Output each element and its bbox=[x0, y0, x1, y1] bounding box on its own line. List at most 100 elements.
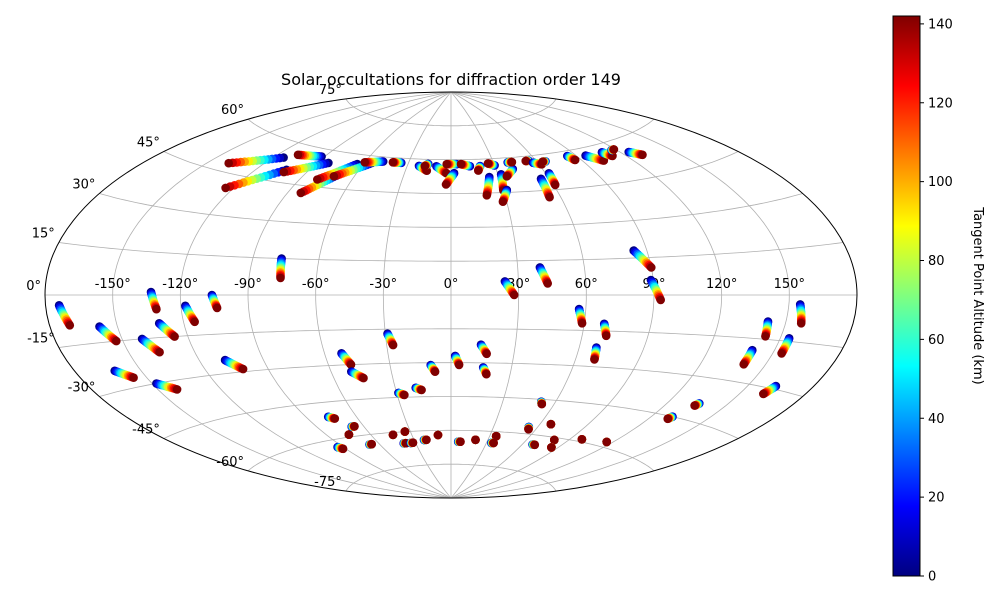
occultation-track bbox=[524, 422, 534, 434]
occultation-track bbox=[502, 164, 518, 181]
track-point bbox=[491, 431, 501, 441]
parallel-line bbox=[99, 362, 803, 397]
occultation-track bbox=[624, 147, 647, 160]
track-point bbox=[482, 191, 492, 200]
track-point bbox=[296, 188, 306, 198]
track-point bbox=[590, 355, 599, 364]
colorbar-tick-labels: 0 20 40 60 80 100 120 140 bbox=[928, 17, 953, 584]
lat-tick-label: 15° bbox=[32, 227, 55, 242]
occultation-track bbox=[544, 169, 560, 190]
track-point bbox=[599, 156, 609, 165]
track-point bbox=[543, 279, 552, 288]
colorbar-tick-label: 0 bbox=[928, 570, 936, 585]
track-point bbox=[420, 161, 430, 171]
occultation-track bbox=[482, 172, 494, 200]
occultation-track bbox=[646, 275, 665, 305]
track-point bbox=[367, 439, 377, 449]
lon-tick-label: -150° bbox=[95, 277, 131, 292]
track-point bbox=[507, 157, 517, 167]
occultation-track bbox=[279, 158, 333, 177]
occultation-track bbox=[181, 301, 199, 327]
parallel-line bbox=[99, 193, 803, 228]
track-point bbox=[796, 319, 806, 328]
occultation-track bbox=[491, 431, 501, 441]
track-point bbox=[238, 364, 248, 374]
colorbar-tick-label: 20 bbox=[928, 491, 945, 506]
track-point bbox=[170, 332, 179, 341]
occultation-track bbox=[456, 159, 475, 171]
track-point bbox=[482, 369, 491, 379]
occultation-track bbox=[690, 399, 704, 410]
occultation-track bbox=[759, 381, 781, 399]
occultation-track bbox=[388, 158, 406, 168]
track-point bbox=[545, 192, 554, 202]
track-point bbox=[155, 347, 164, 357]
occultation-track bbox=[433, 430, 443, 440]
track-point bbox=[454, 360, 464, 370]
track-point bbox=[538, 157, 547, 166]
track-point bbox=[521, 156, 530, 166]
occultation-track bbox=[563, 151, 580, 165]
track-point bbox=[550, 435, 559, 445]
occultation-track bbox=[535, 263, 552, 288]
track-point bbox=[313, 175, 322, 184]
track-point bbox=[400, 427, 410, 436]
occultation-track bbox=[110, 366, 138, 383]
track-point bbox=[442, 159, 452, 169]
occultation-track bbox=[207, 290, 222, 313]
lat-tick-label: 30° bbox=[72, 178, 95, 193]
occultation-track bbox=[795, 300, 806, 328]
track-point bbox=[524, 425, 533, 434]
occultation-track bbox=[411, 383, 426, 395]
track-point bbox=[65, 321, 75, 330]
occultation-track bbox=[337, 349, 356, 369]
occultation-track bbox=[663, 412, 677, 424]
colorbar: 0 20 40 60 80 100 120 140 Tangent Point … bbox=[892, 15, 985, 585]
track-point bbox=[388, 158, 398, 167]
lat-tick-label: -60° bbox=[216, 455, 244, 470]
occultation-track bbox=[528, 158, 547, 169]
occultation-track bbox=[500, 277, 519, 300]
track-point bbox=[761, 332, 770, 341]
track-point bbox=[647, 263, 656, 272]
occultation-track bbox=[276, 254, 286, 283]
occultation-track bbox=[450, 351, 464, 370]
colorbar-tick-label: 120 bbox=[928, 96, 953, 111]
colorbar-tick-label: 100 bbox=[928, 175, 953, 190]
parallel-line bbox=[58, 242, 844, 262]
lon-tick-label: 0° bbox=[444, 277, 459, 292]
occultation-track bbox=[739, 345, 757, 369]
parallel-line bbox=[247, 429, 655, 472]
parallel-line bbox=[163, 396, 739, 439]
occultation-track bbox=[474, 161, 485, 175]
occultation-track bbox=[547, 443, 556, 452]
track-point bbox=[577, 435, 587, 444]
track-point bbox=[663, 414, 672, 424]
occultation-track bbox=[528, 440, 540, 450]
track-point bbox=[471, 435, 480, 445]
lat-tick-label: 75° bbox=[319, 83, 342, 98]
track-point bbox=[329, 172, 339, 181]
lon-tick-label: 120° bbox=[706, 277, 737, 292]
track-point bbox=[502, 172, 512, 181]
occultation-track bbox=[333, 442, 348, 454]
occultation-track bbox=[471, 435, 480, 445]
occultation-track bbox=[483, 159, 499, 170]
track-point bbox=[489, 438, 499, 448]
occultation-track bbox=[537, 397, 547, 409]
occultation-track bbox=[406, 438, 418, 448]
track-point bbox=[609, 145, 619, 154]
track-point bbox=[224, 158, 233, 168]
colorbar-tick-label: 80 bbox=[928, 254, 945, 269]
lat-tick-label: 60° bbox=[221, 103, 244, 118]
track-point bbox=[190, 317, 199, 327]
occultation-track bbox=[777, 334, 794, 358]
occultation-track bbox=[383, 329, 398, 350]
occultation-track bbox=[152, 379, 182, 394]
lon-tick-label: -90° bbox=[234, 277, 262, 292]
track-point bbox=[433, 430, 443, 440]
track-point bbox=[417, 385, 426, 395]
graticule bbox=[45, 92, 857, 498]
track-point bbox=[276, 273, 285, 283]
track-point bbox=[456, 437, 465, 447]
